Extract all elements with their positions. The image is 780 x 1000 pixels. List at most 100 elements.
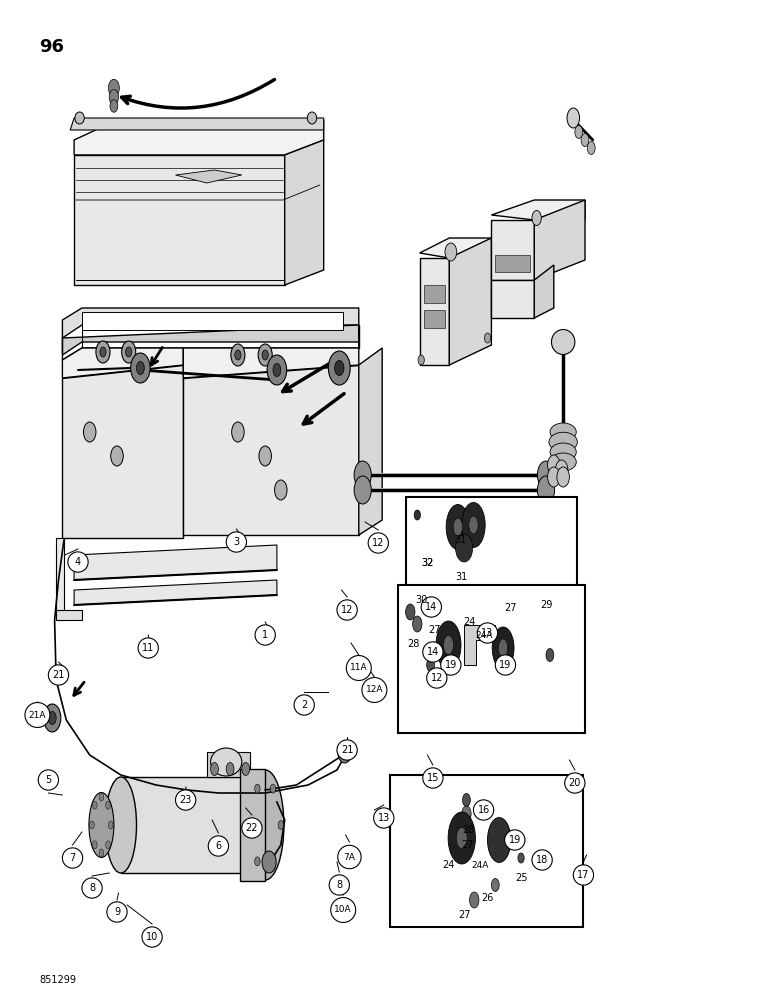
Ellipse shape <box>211 748 242 776</box>
Text: 31: 31 <box>456 572 468 582</box>
Polygon shape <box>56 538 64 620</box>
Text: 29: 29 <box>540 600 552 610</box>
Bar <box>390 775 583 927</box>
Ellipse shape <box>246 770 284 880</box>
Ellipse shape <box>255 857 261 866</box>
Polygon shape <box>449 238 491 365</box>
Polygon shape <box>420 238 491 258</box>
Circle shape <box>25 703 50 727</box>
Ellipse shape <box>555 460 568 480</box>
Text: 30: 30 <box>415 595 427 605</box>
Ellipse shape <box>532 211 541 226</box>
Text: 11A: 11A <box>350 664 367 672</box>
Polygon shape <box>74 155 285 285</box>
Ellipse shape <box>273 363 281 376</box>
Text: 11: 11 <box>142 643 154 653</box>
Text: 31: 31 <box>454 535 466 545</box>
Circle shape <box>329 875 349 895</box>
Text: 16: 16 <box>477 805 490 815</box>
Text: 3: 3 <box>233 537 239 547</box>
Ellipse shape <box>235 350 241 360</box>
Ellipse shape <box>93 841 98 849</box>
Ellipse shape <box>414 510 420 520</box>
Circle shape <box>82 878 102 898</box>
Ellipse shape <box>259 446 271 466</box>
Circle shape <box>331 898 356 922</box>
Ellipse shape <box>100 347 106 357</box>
Ellipse shape <box>338 741 352 763</box>
Ellipse shape <box>427 658 434 672</box>
Ellipse shape <box>354 476 371 504</box>
Text: 20: 20 <box>569 778 581 788</box>
Circle shape <box>294 695 314 715</box>
Ellipse shape <box>575 125 583 138</box>
Circle shape <box>423 768 443 788</box>
Polygon shape <box>176 170 242 183</box>
Ellipse shape <box>557 467 569 487</box>
Text: 96: 96 <box>39 38 64 56</box>
Text: 12A: 12A <box>366 686 383 694</box>
Ellipse shape <box>75 112 84 124</box>
Ellipse shape <box>226 762 234 775</box>
Text: 851299: 851299 <box>39 975 76 985</box>
Text: 6: 6 <box>215 841 222 851</box>
Ellipse shape <box>83 422 96 442</box>
Text: 19: 19 <box>499 660 512 670</box>
Text: 18: 18 <box>536 855 548 865</box>
Ellipse shape <box>550 443 576 461</box>
Text: 13: 13 <box>481 628 494 638</box>
Ellipse shape <box>267 355 287 385</box>
Text: 4: 4 <box>75 557 81 567</box>
Circle shape <box>255 625 275 645</box>
Polygon shape <box>424 285 445 303</box>
Ellipse shape <box>550 423 576 441</box>
Ellipse shape <box>548 455 560 475</box>
Ellipse shape <box>275 480 287 500</box>
Ellipse shape <box>262 851 276 873</box>
Polygon shape <box>491 220 534 280</box>
Ellipse shape <box>122 341 136 363</box>
Polygon shape <box>420 258 449 365</box>
Ellipse shape <box>549 432 577 452</box>
Circle shape <box>368 533 388 553</box>
Ellipse shape <box>446 504 470 550</box>
Ellipse shape <box>537 476 555 504</box>
Ellipse shape <box>550 453 576 471</box>
Ellipse shape <box>44 704 61 732</box>
Text: 17: 17 <box>577 870 590 880</box>
Circle shape <box>423 642 443 662</box>
Polygon shape <box>183 325 359 378</box>
Polygon shape <box>56 610 82 620</box>
Polygon shape <box>70 118 324 130</box>
Polygon shape <box>74 545 277 580</box>
Ellipse shape <box>418 355 424 365</box>
Polygon shape <box>359 348 382 535</box>
Ellipse shape <box>537 461 555 489</box>
Text: 14: 14 <box>427 647 439 657</box>
Polygon shape <box>183 365 359 535</box>
Text: 32: 32 <box>421 558 434 568</box>
Ellipse shape <box>111 446 123 466</box>
Ellipse shape <box>456 534 473 562</box>
Ellipse shape <box>551 330 575 355</box>
Polygon shape <box>424 310 445 328</box>
Polygon shape <box>62 365 183 538</box>
Ellipse shape <box>99 849 104 857</box>
Circle shape <box>495 655 516 675</box>
Ellipse shape <box>587 141 595 154</box>
Circle shape <box>38 770 58 790</box>
Text: 28: 28 <box>407 639 420 649</box>
Ellipse shape <box>307 112 317 124</box>
Ellipse shape <box>126 347 132 357</box>
Circle shape <box>346 656 371 680</box>
Circle shape <box>208 836 229 856</box>
Text: 9: 9 <box>114 907 120 917</box>
Polygon shape <box>82 312 343 330</box>
Ellipse shape <box>231 344 245 366</box>
Ellipse shape <box>246 820 252 830</box>
Ellipse shape <box>258 344 272 366</box>
Text: 7A: 7A <box>343 852 356 861</box>
Ellipse shape <box>93 801 98 809</box>
Text: 2: 2 <box>301 700 307 710</box>
Circle shape <box>337 740 357 760</box>
